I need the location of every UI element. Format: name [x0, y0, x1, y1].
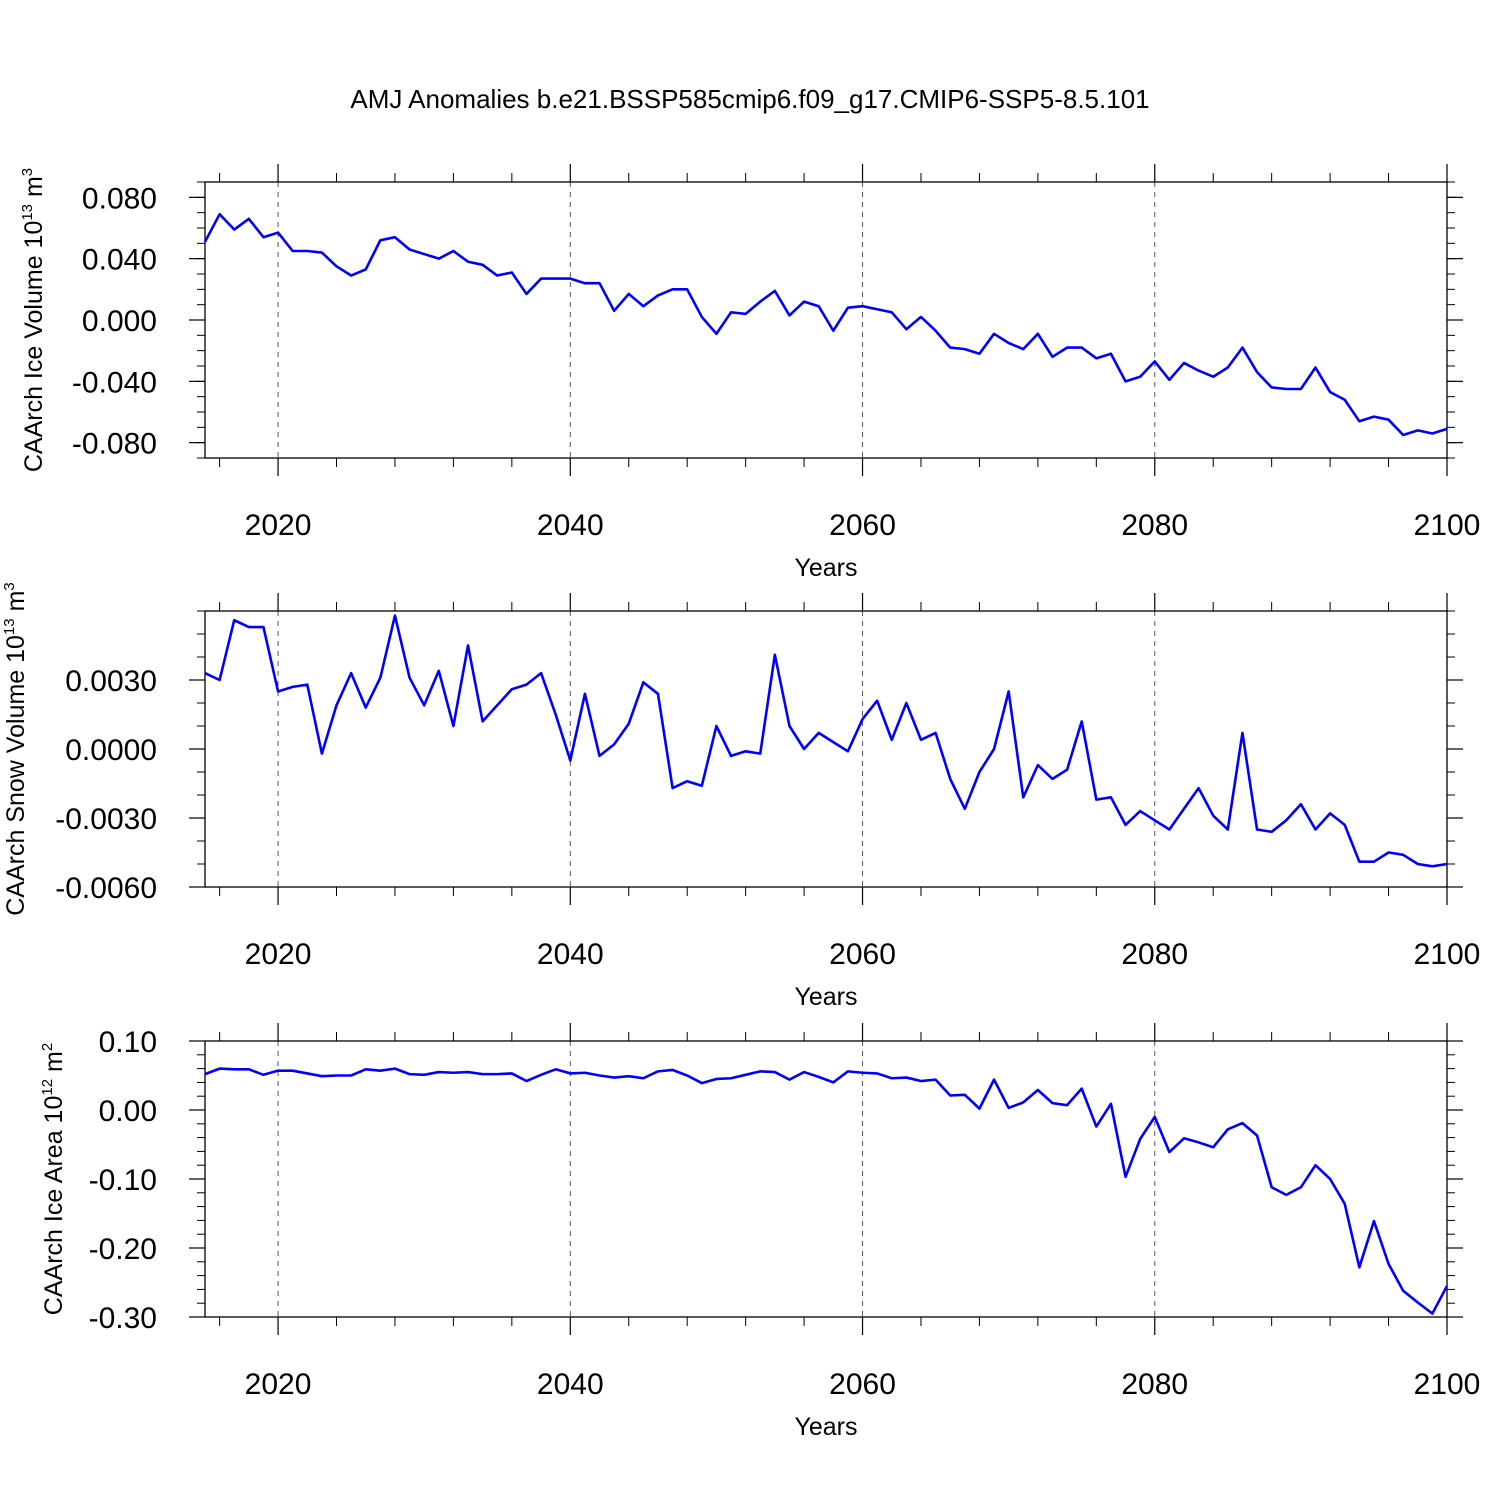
- y-axis-label-exponent: 12: [39, 1079, 56, 1096]
- y-axis-label-unit: m: [2, 591, 30, 619]
- y-axis-label: CAArch Ice Area 1012 m2: [39, 1043, 68, 1315]
- y-tick-label: 0.10: [99, 1026, 157, 1059]
- y-axis-label-text: CAArch Snow Volume 10: [2, 635, 30, 916]
- x-tick-label: 2020: [245, 938, 312, 971]
- y-tick-label: -0.0060: [55, 872, 157, 905]
- y-tick-label: -0.30: [89, 1302, 157, 1335]
- x-tick-label: 2100: [1414, 938, 1481, 971]
- panel-1: -0.080 -0.040 0.000 0.040 0.080 2020 2040 2060 2…: [19, 164, 1480, 582]
- y-axis-label-unit-exponent: 2: [39, 1043, 56, 1051]
- x-tick-label: 2080: [1121, 1368, 1188, 1401]
- x-tick-label: 2100: [1414, 509, 1481, 542]
- panel-3: -0.30 -0.20 -0.10 0.00 0.10 2020 2040 2060 2080 2…: [39, 1023, 1480, 1441]
- x-tick-label: 2040: [537, 938, 604, 971]
- y-axis-label-exponent: 13: [1, 618, 18, 635]
- y-axis-label-unit: m: [40, 1051, 68, 1079]
- y-tick-label: -0.080: [72, 428, 157, 461]
- panel-2: -0.0060 -0.0030 0.0000 0.0030 2020 2040 2060 20…: [1, 582, 1480, 1011]
- y-tick-label: 0.080: [82, 182, 157, 215]
- chart-title: AMJ Anomalies b.e21.BSSP585cmip6.f09_g17…: [350, 84, 1150, 114]
- data-series-line: [203, 212, 1448, 437]
- x-tick-label: 2020: [245, 1368, 312, 1401]
- data-series-line: [204, 614, 1448, 868]
- x-tick-label: 2100: [1414, 1368, 1481, 1401]
- y-axis-label-text: CAArch Ice Area 10: [40, 1096, 68, 1316]
- x-tick-label: 2080: [1121, 509, 1188, 542]
- x-axis-label: Years: [794, 554, 857, 582]
- x-tick-label: 2040: [537, 1368, 604, 1401]
- x-tick-label: 2060: [829, 1368, 896, 1401]
- y-tick-label: 0.000: [82, 305, 157, 338]
- y-tick-label: 0.00: [99, 1095, 157, 1128]
- y-axis-label-unit-exponent: 3: [19, 168, 36, 176]
- x-tick-label: 2060: [829, 509, 896, 542]
- data-series-line: [204, 1067, 1449, 1315]
- x-tick-label: 2060: [829, 938, 896, 971]
- y-tick-label: -0.20: [89, 1233, 157, 1266]
- y-axis-label-exponent: 13: [19, 204, 36, 221]
- x-tick-label: 2040: [537, 509, 604, 542]
- y-axis-label-unit-exponent: 3: [1, 582, 18, 590]
- y-tick-label: -0.10: [89, 1164, 157, 1197]
- x-tick-label: 2080: [1121, 938, 1188, 971]
- y-tick-label: 0.0030: [65, 665, 157, 698]
- y-tick-label: 0.040: [82, 244, 157, 277]
- x-axis-label: Years: [794, 983, 857, 1011]
- plot-frame: [204, 1040, 1448, 1318]
- x-tick-label: 2020: [245, 509, 312, 542]
- y-tick-label: -0.0030: [55, 803, 157, 836]
- y-axis-label: CAArch Ice Volume 1013 m3: [19, 168, 48, 472]
- y-axis-label-text: CAArch Ice Volume 10: [20, 221, 48, 473]
- y-axis-label: CAArch Snow Volume 1013 m3: [1, 582, 30, 916]
- x-axis-label: Years: [794, 1413, 857, 1441]
- y-tick-label: -0.040: [72, 366, 157, 399]
- plot-frame: [204, 610, 1448, 888]
- y-axis-label-unit: m: [20, 176, 48, 204]
- y-tick-label: 0.0000: [65, 734, 157, 767]
